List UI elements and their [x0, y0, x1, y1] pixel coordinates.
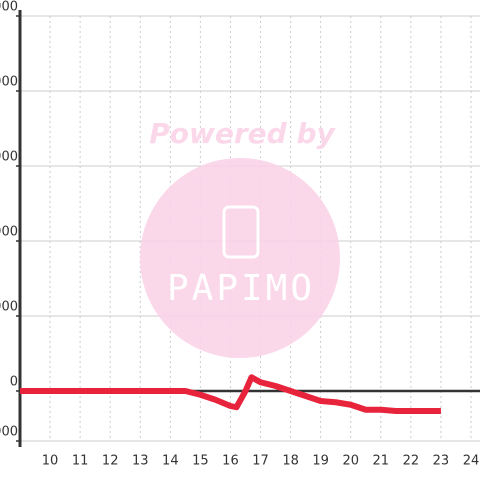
x-tick-label: 23: [433, 454, 450, 469]
x-tick-label: 10: [42, 454, 59, 469]
x-tick-label: 17: [252, 454, 269, 469]
x-tick-label: 15: [192, 454, 209, 469]
x-tick-label: 14: [162, 454, 179, 469]
watermark-icon: [222, 205, 260, 259]
x-tick-label: 19: [312, 454, 329, 469]
y-tick-label: 120,000: [0, 75, 18, 90]
y-tick-label: 60,000: [0, 225, 18, 240]
x-tick-label: 12: [102, 454, 119, 469]
x-tick-label: 13: [132, 454, 149, 469]
watermark-text: Powered by: [149, 117, 336, 150]
watermark: Powered by PAPIMO: [140, 117, 340, 358]
x-tick-label: 22: [403, 454, 420, 469]
x-tick-label: 18: [282, 454, 299, 469]
x-tick-label: 11: [72, 454, 89, 469]
y-tick-label: 90,000: [0, 150, 18, 165]
y-tick-label: -20,000: [0, 425, 18, 440]
y-tick-label: 0: [10, 375, 18, 390]
y-tick-label: 30,000: [0, 300, 18, 315]
watermark-logo: PAPIMO: [167, 268, 315, 309]
x-tick-label: 21: [373, 454, 390, 469]
x-tick-label: 24: [463, 454, 480, 469]
x-tick-label: 16: [222, 454, 239, 469]
x-tick-label: 20: [342, 454, 359, 469]
y-tick-label: 150,000: [0, 0, 18, 15]
line: [20, 374, 441, 414]
